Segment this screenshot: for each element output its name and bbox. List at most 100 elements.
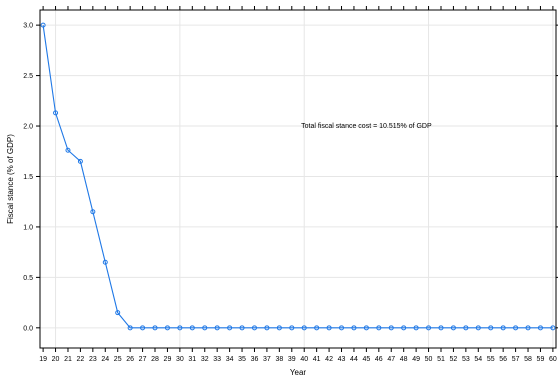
data-point xyxy=(77,158,83,164)
data-point xyxy=(339,325,345,331)
data-point xyxy=(189,325,195,331)
data-point xyxy=(463,325,469,331)
data-point xyxy=(53,110,59,116)
data-point xyxy=(488,325,494,331)
x-tick-label: 41 xyxy=(313,356,321,363)
x-tick-label: 23 xyxy=(89,356,97,363)
x-tick-label: 46 xyxy=(375,356,383,363)
data-point xyxy=(127,325,133,331)
x-tick-label: 44 xyxy=(350,356,358,363)
data-point xyxy=(525,325,531,331)
x-tick-label: 22 xyxy=(77,356,85,363)
y-tick-label: 0.0 xyxy=(23,325,33,332)
y-axis: 0.0 0.5 1.0 1.5 2.0 2.5 3.0 xyxy=(23,23,558,332)
x-tick-label: 25 xyxy=(114,356,122,363)
data-point xyxy=(214,325,220,331)
y-tick-label: 3.0 xyxy=(23,23,33,30)
x-tick-label: 20 xyxy=(52,356,60,363)
data-point xyxy=(351,325,357,331)
x-tick-label: 55 xyxy=(487,356,495,363)
data-point xyxy=(115,310,121,316)
y-tick-label: 1.0 xyxy=(23,224,33,231)
y-tick-label: 2.0 xyxy=(23,124,33,131)
x-tick-label: 57 xyxy=(512,356,520,363)
data-point xyxy=(301,325,307,331)
data-point xyxy=(251,325,257,331)
data-point xyxy=(376,325,382,331)
x-tick-label: 32 xyxy=(201,356,209,363)
x-tick-label: 27 xyxy=(139,356,147,363)
x-axis: 19 20 21 22 23 24 25 26 27 28 29 30 31 32 33 34 35 36 37 38… xyxy=(39,6,557,363)
data-point xyxy=(475,325,481,331)
data-point xyxy=(264,325,270,331)
x-tick-label: 48 xyxy=(400,356,408,363)
x-tick-label: 40 xyxy=(300,356,308,363)
data-point xyxy=(388,325,394,331)
data-point xyxy=(401,325,407,331)
data-point xyxy=(152,325,158,331)
x-tick-label: 52 xyxy=(450,356,458,363)
x-tick-label: 43 xyxy=(338,356,346,363)
data-point xyxy=(550,325,556,331)
data-point xyxy=(289,325,295,331)
data-point xyxy=(314,325,320,331)
x-tick-label: 47 xyxy=(387,356,395,363)
data-point xyxy=(102,259,108,265)
x-tick-label: 33 xyxy=(213,356,221,363)
annotation: Total fiscal stance cost = 10.515% of GD… xyxy=(301,123,432,130)
x-tick-label: 21 xyxy=(64,356,72,363)
x-tick-label: 35 xyxy=(238,356,246,363)
data-point xyxy=(363,325,369,331)
x-tick-label: 19 xyxy=(39,356,47,363)
data-point xyxy=(177,325,183,331)
series-group xyxy=(40,22,556,331)
x-tick-label: 60 xyxy=(549,356,557,363)
x-tick-label: 39 xyxy=(288,356,296,363)
x-tick-label: 51 xyxy=(437,356,445,363)
x-tick-label: 58 xyxy=(524,356,532,363)
x-tick-label: 59 xyxy=(537,356,545,363)
y-tick-label: 0.5 xyxy=(23,275,33,282)
x-axis-title: Year xyxy=(290,368,307,377)
data-point xyxy=(537,325,543,331)
x-tick-label: 30 xyxy=(176,356,184,363)
data-point xyxy=(276,325,282,331)
x-tick-label: 50 xyxy=(425,356,433,363)
y-tick-label: 1.5 xyxy=(23,174,33,181)
plot-frame xyxy=(39,9,557,349)
x-tick-label: 42 xyxy=(325,356,333,363)
x-tick-label: 56 xyxy=(499,356,507,363)
data-point xyxy=(164,325,170,331)
data-point xyxy=(227,325,233,331)
data-point xyxy=(90,209,96,215)
data-point xyxy=(239,325,245,331)
x-tick-label: 24 xyxy=(101,356,109,363)
x-tick-label: 28 xyxy=(151,356,159,363)
x-tick-label: 36 xyxy=(251,356,259,363)
x-tick-label: 38 xyxy=(275,356,283,363)
data-point xyxy=(438,325,444,331)
grid xyxy=(40,10,556,348)
x-tick-label: 31 xyxy=(188,356,196,363)
x-tick-label: 26 xyxy=(126,356,134,363)
data-point xyxy=(500,325,506,331)
x-tick-label: 29 xyxy=(164,356,172,363)
data-point xyxy=(65,147,71,153)
x-tick-label: 34 xyxy=(226,356,234,363)
x-tick-label: 54 xyxy=(474,356,482,363)
data-point xyxy=(413,325,419,331)
data-point xyxy=(140,325,146,331)
x-tick-label: 49 xyxy=(412,356,420,363)
data-point xyxy=(426,325,432,331)
x-tick-label: 53 xyxy=(462,356,470,363)
x-tick-label: 37 xyxy=(263,356,271,363)
data-point xyxy=(40,22,46,28)
data-point xyxy=(326,325,332,331)
data-point xyxy=(513,325,519,331)
y-axis-title: Fiscal stance (% of GDP) xyxy=(6,134,15,224)
y-tick-label: 2.5 xyxy=(23,73,33,80)
data-point xyxy=(450,325,456,331)
x-tick-label: 45 xyxy=(362,356,370,363)
data-point xyxy=(202,325,208,331)
